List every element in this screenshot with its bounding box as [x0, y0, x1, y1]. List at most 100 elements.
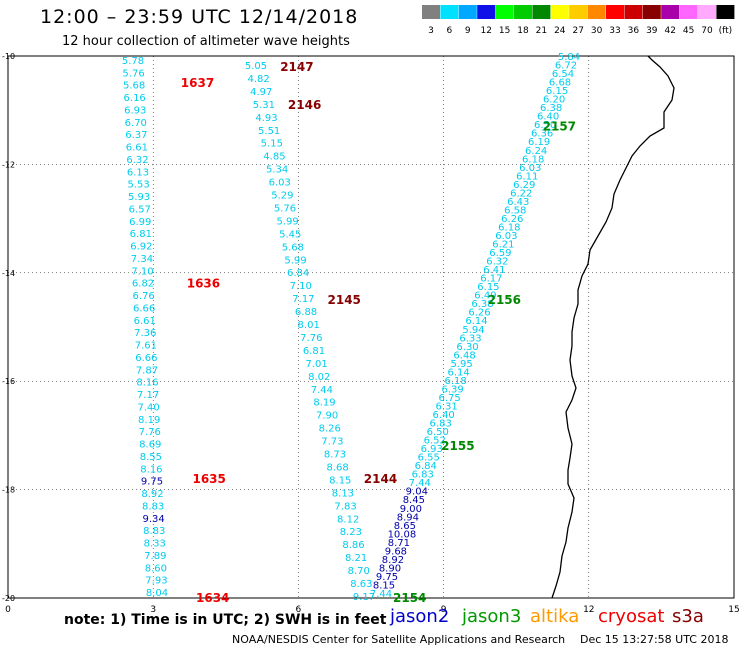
- wave-height-value: 6.52: [424, 436, 446, 447]
- wave-height-value: 6.66: [135, 353, 157, 364]
- wave-height-value: 6.26: [468, 308, 490, 319]
- wave-height-value: 7.87: [136, 365, 158, 376]
- y-tick-label: -18: [2, 486, 15, 495]
- wave-height-value: 8.21: [345, 553, 367, 564]
- legend-swatch: [550, 5, 569, 19]
- legend-label: (ft): [719, 26, 733, 36]
- wave-height-value: 9.00: [400, 504, 422, 515]
- pass-time-label: 2146: [288, 98, 321, 112]
- wave-height-value: 7.10: [290, 281, 312, 292]
- legend-swatch: [698, 5, 716, 19]
- wave-height-value: 6.70: [125, 118, 147, 129]
- wave-height-value: 6.17: [480, 274, 502, 285]
- wave-height-value: 6.33: [459, 333, 481, 344]
- legend-label: 3: [428, 26, 434, 36]
- wave-height-value: 5.76: [274, 203, 296, 214]
- wave-height-value: 8.16: [140, 464, 162, 475]
- wave-height-value: 8.12: [337, 514, 359, 525]
- wave-height-value: 8.19: [313, 398, 335, 409]
- pass-time-label: 2147: [280, 60, 313, 74]
- footer-note: note: 1) Time is in UTC; 2) SWH is in fe…: [64, 612, 387, 628]
- wave-height-value: 7.44: [409, 478, 431, 489]
- wave-height-value: 8.60: [145, 563, 167, 574]
- wave-height-value: 6.22: [510, 188, 532, 199]
- legend-label: 24: [554, 26, 566, 36]
- wave-height-value: 6.26: [501, 214, 523, 225]
- wave-height-value: 6.93: [124, 105, 146, 116]
- legend-label: 70: [701, 26, 713, 36]
- wave-height-value: 6.20: [543, 95, 565, 106]
- wave-height-value: 5.05: [245, 61, 267, 72]
- wave-height-value: 6.75: [439, 393, 461, 404]
- wave-height-value: 6.99: [129, 217, 151, 228]
- wave-height-value: 6.21: [492, 240, 514, 251]
- wave-height-value: 5.68: [123, 81, 145, 92]
- footer-credit: NOAA/NESDIS Center for Satellite Applica…: [232, 633, 566, 646]
- wave-height-value: 6.15: [546, 86, 568, 97]
- pass-time-label: 2145: [328, 293, 361, 307]
- wave-height-value: 8.73: [324, 450, 346, 461]
- legend-label: 9: [465, 26, 471, 36]
- wave-height-value: 5.94: [462, 325, 484, 336]
- wave-height-value: 6.54: [552, 69, 574, 80]
- wave-height-value: 9.75: [141, 477, 163, 488]
- wave-height-value: 6.68: [549, 78, 571, 89]
- legend-label: 15: [499, 26, 510, 36]
- legend-swatch: [569, 5, 588, 19]
- wave-height-value: 6.81: [303, 346, 325, 357]
- wave-height-value: 6.43: [507, 197, 529, 208]
- legend-swatch: [440, 5, 459, 19]
- wave-height-value: 8.94: [397, 512, 419, 523]
- wave-height-value: 6.03: [269, 178, 291, 189]
- wave-height-value: 6.40: [537, 112, 559, 123]
- wave-height-value: 4.93: [255, 113, 277, 124]
- wave-height-value: 6.38: [540, 103, 562, 114]
- wave-height-value: 6.93: [421, 444, 443, 455]
- legend-label: 18: [517, 26, 529, 36]
- color-legend: 3 6 9 12 15 18 21 24 27 30 33 36 39 42 45 70 (ft): [422, 5, 735, 36]
- wave-height-value: 8.01: [298, 320, 320, 331]
- wave-height-value: 8.63: [350, 579, 372, 590]
- map-grid: [8, 56, 734, 598]
- wave-height-value: 6.59: [489, 248, 511, 259]
- satellite-label-s3a: s3a: [672, 606, 704, 627]
- track-s3a: 5.05 4.82 4.97 5.31 4.93 5.51 5.15 4.85 5.34 6.03…: [245, 60, 397, 603]
- satellite-label-cryosat: cryosat: [598, 606, 665, 627]
- legend-label: 21: [536, 26, 547, 36]
- satellite-label-altika: altika: [530, 606, 580, 627]
- y-tick-label: -14: [2, 269, 15, 278]
- wave-height-value: 5.68: [282, 242, 304, 253]
- wave-height-value: 6.29: [513, 180, 535, 191]
- wave-height-value: 5.53: [127, 180, 149, 191]
- wave-height-value: 10.08: [388, 529, 417, 540]
- wave-height-value: 6.49: [474, 291, 496, 302]
- wave-height-value: 7.76: [139, 427, 161, 438]
- legend-label: 12: [480, 26, 491, 36]
- wave-height-value: 6.37: [125, 130, 147, 141]
- wave-height-value: 7.10: [131, 266, 153, 277]
- wave-height-value: 8.04: [146, 588, 168, 599]
- wave-height-value: 6.16: [124, 93, 146, 104]
- legend-label: 42: [664, 26, 675, 36]
- wave-height-value: 6.31: [436, 401, 458, 412]
- wave-height-value: 6.30: [456, 342, 478, 353]
- wave-height-value: 8.15: [329, 475, 351, 486]
- wave-height-value: 8.26: [319, 424, 341, 435]
- wave-height-value: 6.03: [519, 163, 541, 174]
- y-tick-label: -20: [2, 594, 15, 603]
- wave-height-value: 6.58: [504, 205, 526, 216]
- y-tick-label: -12: [2, 160, 15, 169]
- wave-height-value: 6.03: [495, 231, 517, 242]
- wave-height-value: 8.83: [143, 526, 165, 537]
- wave-height-value: 7.01: [305, 359, 327, 370]
- x-tick-label: 3: [150, 605, 156, 615]
- legend-swatch: [624, 5, 643, 19]
- wave-height-value: 7.44: [311, 385, 333, 396]
- wave-height-value: 8.71: [388, 538, 410, 549]
- y-tick-label: -10: [2, 52, 15, 61]
- track-cryosat: 5.785.765.686.166.936.706.376.616.326.13…: [122, 56, 230, 605]
- wave-height-value: 4.82: [248, 74, 270, 85]
- pass-time-label: 2144: [364, 472, 397, 486]
- legend-label: 27: [572, 26, 583, 36]
- wave-height-value: 6.50: [534, 120, 556, 131]
